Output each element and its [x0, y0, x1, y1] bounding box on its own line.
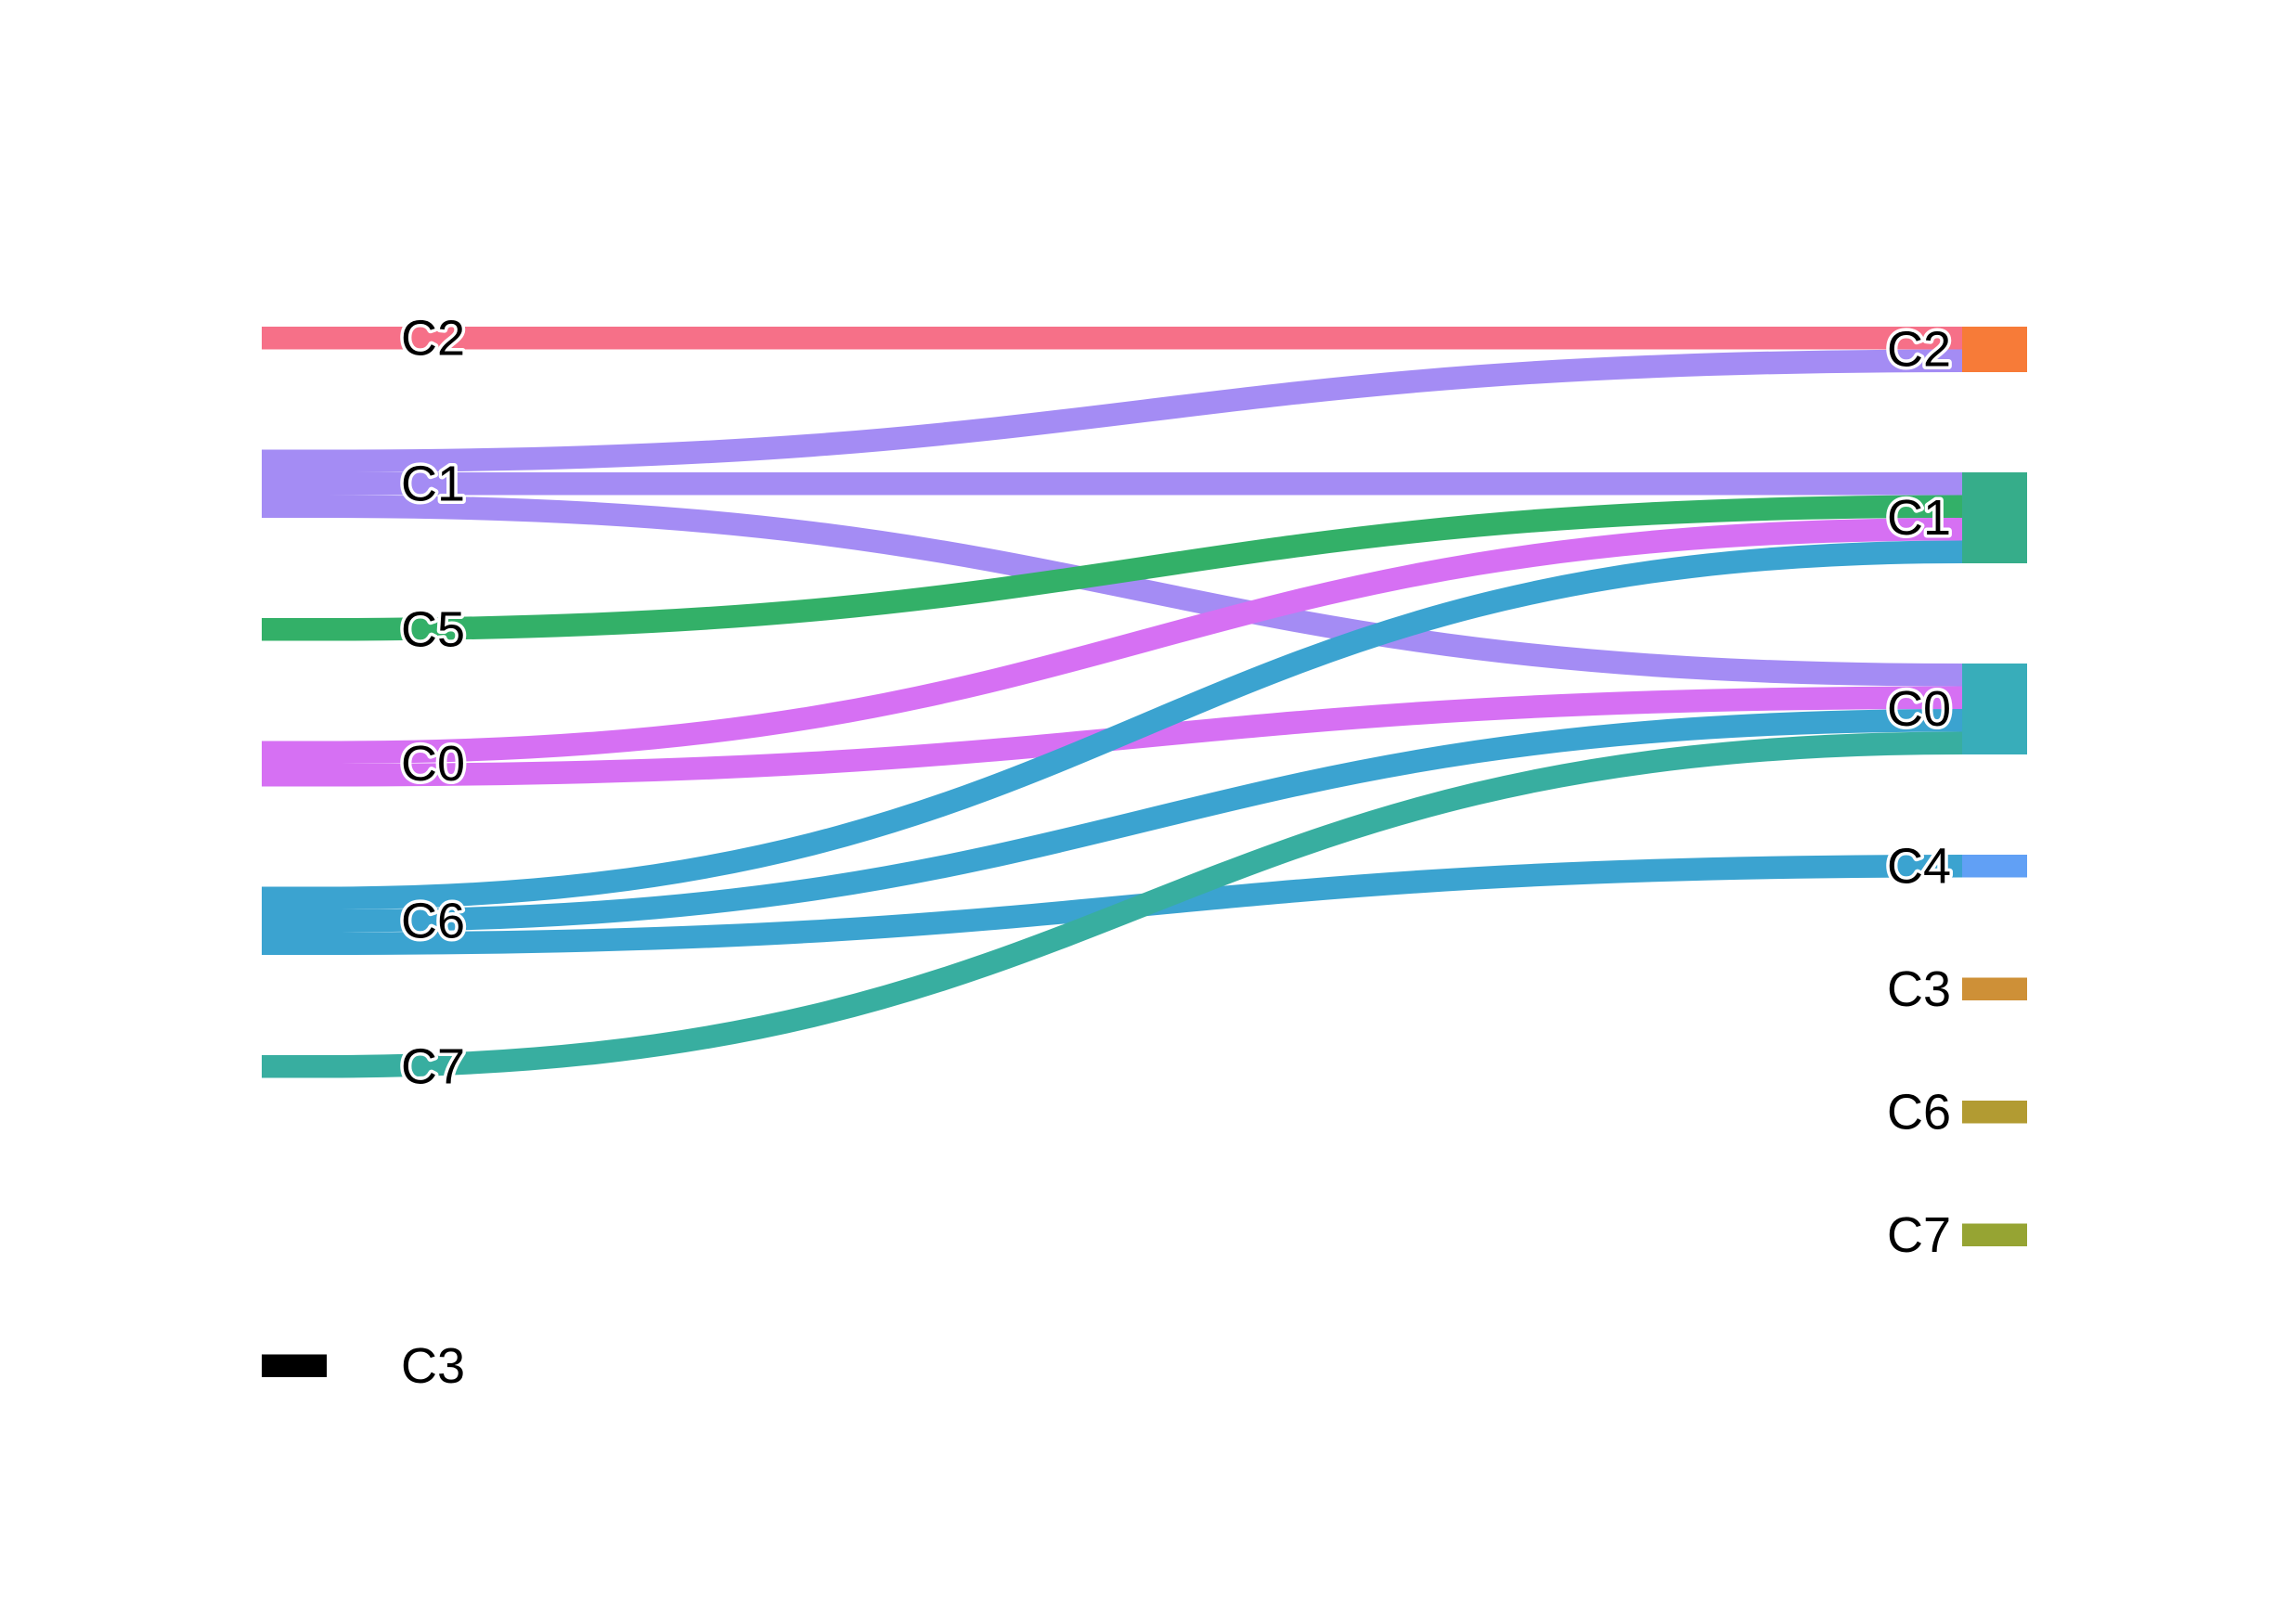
link-l-c7-to-r-c0 — [326, 731, 1963, 1078]
label-layer: C2 C1 C5 C0 C6 C7 C3 C2 C1 C0 C4 C3 C6 C7 — [398, 307, 1955, 1398]
right-node-c6 — [1962, 1101, 2027, 1124]
right-node-c4 — [1962, 855, 2027, 878]
right-node-c3 — [1962, 977, 2027, 1000]
right-node-label-c6: C6 — [1887, 1084, 1951, 1140]
left-node-label-c3: C3 — [401, 1338, 465, 1394]
left-node-label-c1: C1 — [401, 456, 465, 511]
left-node-label-c2: C2 — [401, 310, 465, 366]
node-layer — [262, 327, 2027, 1377]
link-l-c6-to-r-c1 — [326, 540, 1963, 909]
link-l-c1-to-r-c0 — [326, 495, 1963, 687]
right-node-label-c7: C7 — [1887, 1207, 1951, 1263]
left-node-label-c6: C6 — [401, 893, 465, 948]
link-l-c1-to-r-c2 — [326, 349, 1963, 472]
left-node-c7 — [262, 1055, 327, 1078]
right-node-label-c1: C1 — [1887, 490, 1951, 546]
link-layer — [326, 326, 1963, 1078]
link-l-c6-to-r-c0 — [326, 709, 1963, 933]
right-node-label-c4: C4 — [1887, 838, 1951, 894]
left-node-label-c5: C5 — [401, 601, 465, 657]
right-node-label-c0: C0 — [1887, 681, 1951, 737]
right-node-c0 — [1962, 664, 2027, 754]
right-node-label-c3: C3 — [1887, 961, 1951, 1017]
left-node-c1 — [262, 449, 327, 518]
left-node-c2 — [262, 327, 327, 350]
link-l-c0-to-r-c1 — [326, 518, 1963, 764]
right-node-c7 — [1962, 1223, 2027, 1246]
left-node-label-c7: C7 — [401, 1038, 465, 1094]
left-node-c5 — [262, 618, 327, 641]
left-node-label-c0: C0 — [401, 736, 465, 792]
link-l-c5-to-r-c1 — [326, 495, 1963, 641]
left-node-c3 — [262, 1354, 327, 1377]
right-node-label-c2: C2 — [1887, 322, 1951, 378]
right-node-c1 — [1962, 472, 2027, 563]
left-node-c6 — [262, 886, 327, 955]
left-node-c0 — [262, 741, 327, 787]
right-node-c2 — [1962, 327, 2027, 372]
